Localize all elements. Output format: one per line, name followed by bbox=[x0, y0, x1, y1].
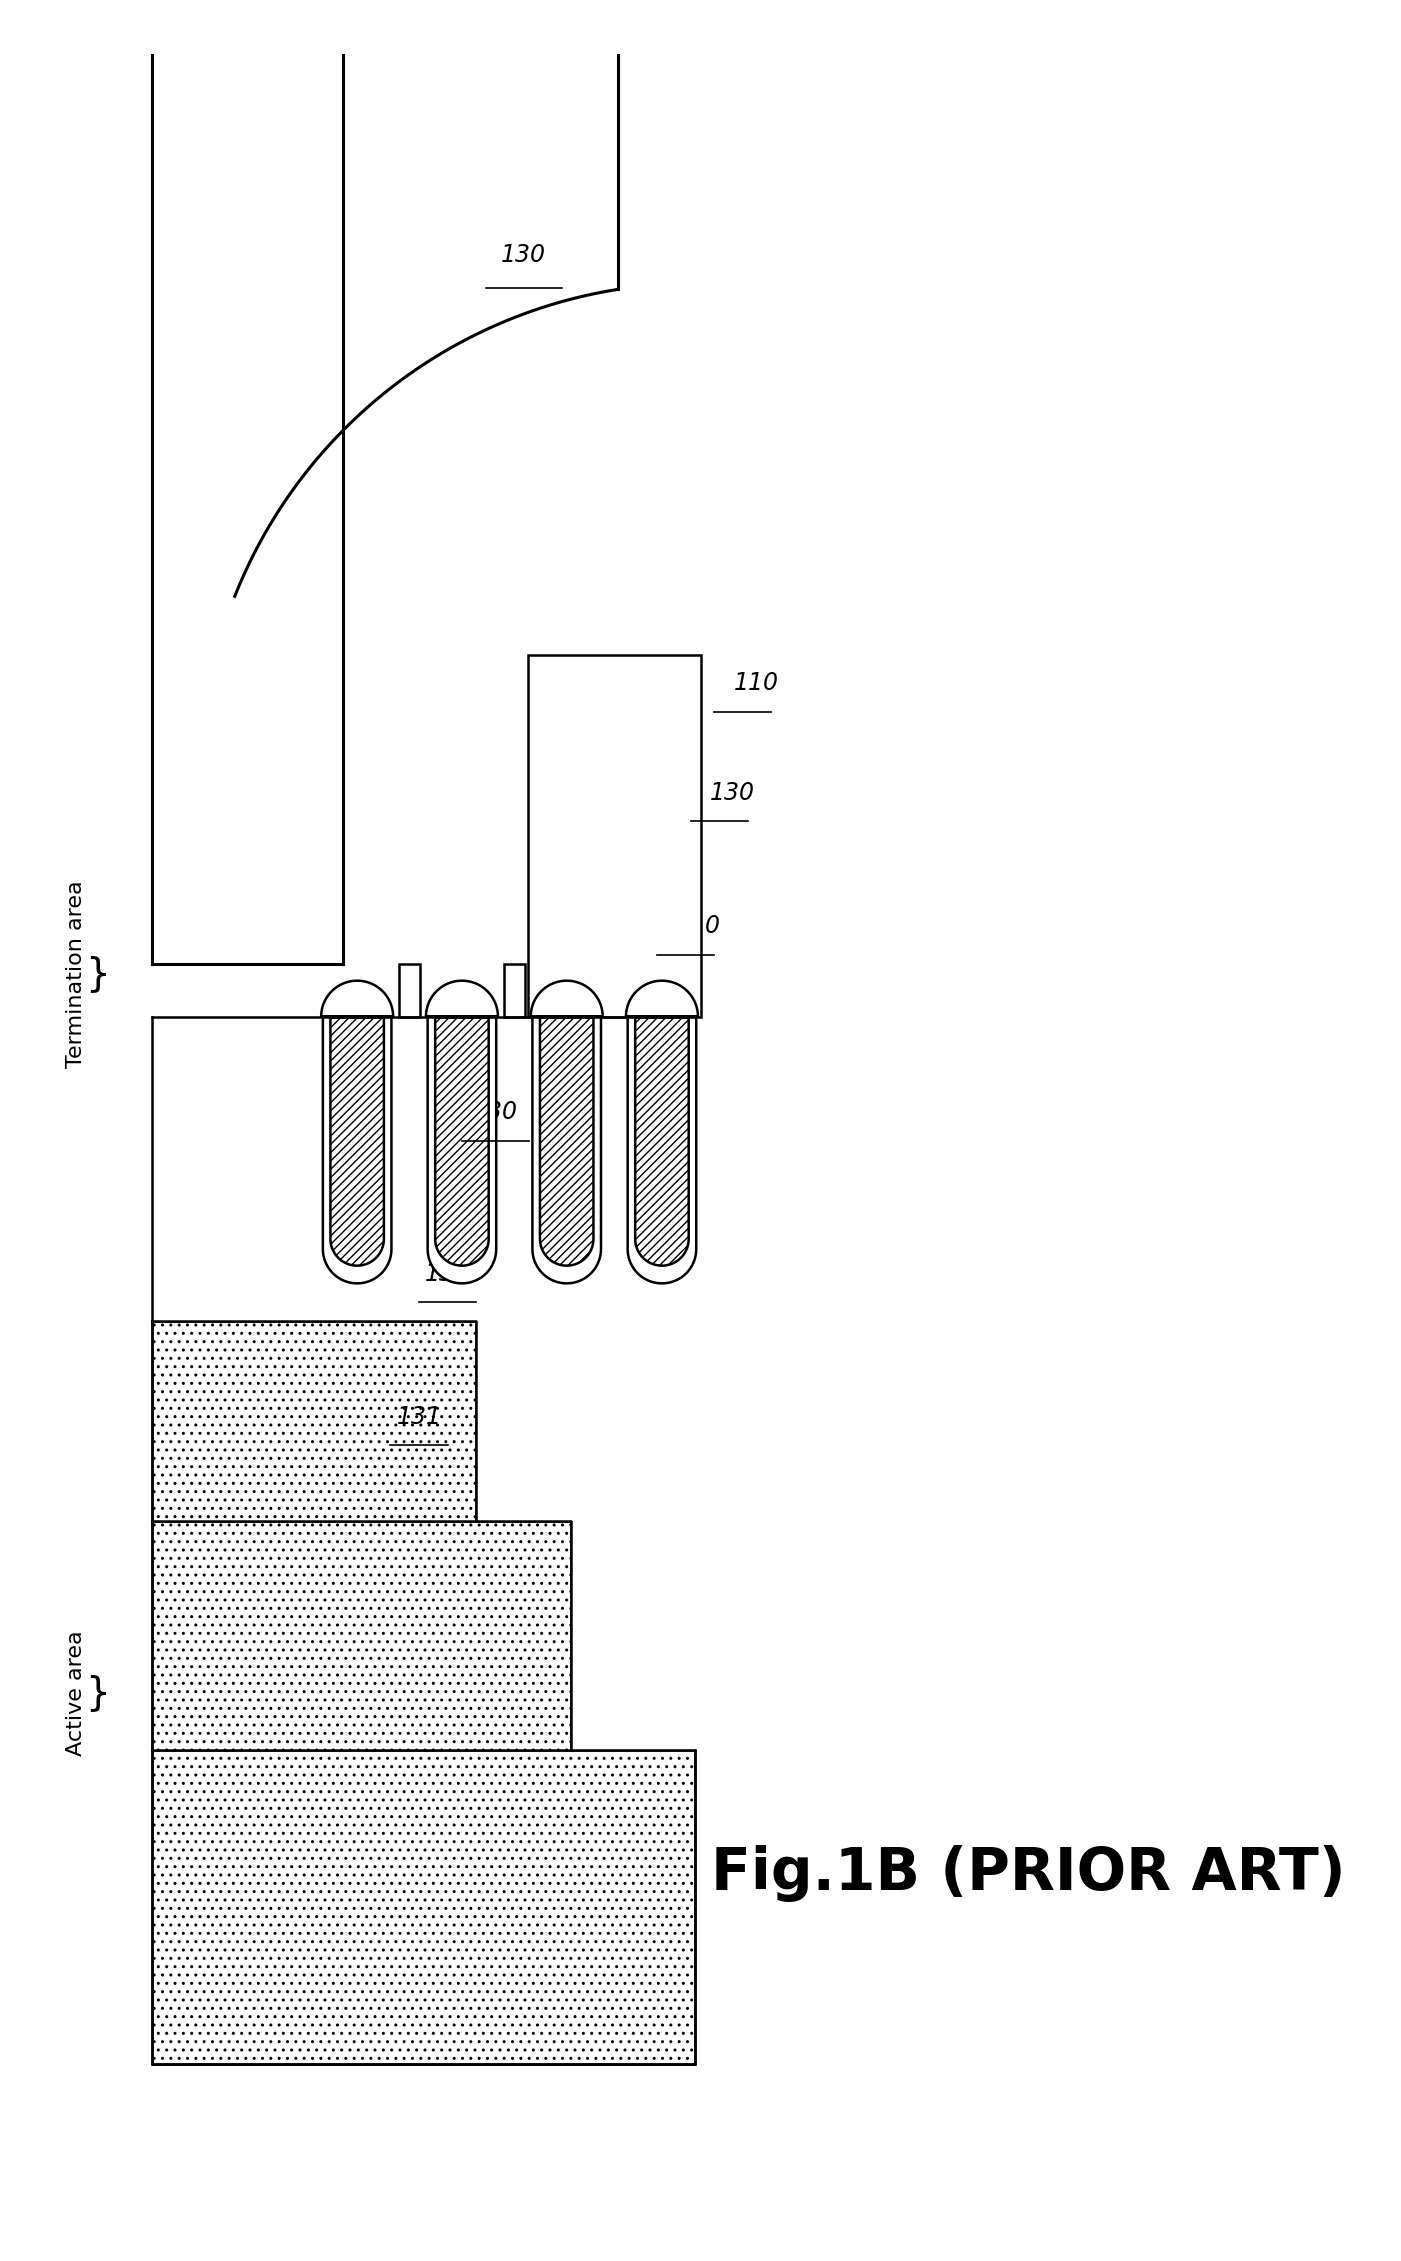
Text: 110: 110 bbox=[733, 672, 779, 696]
Polygon shape bbox=[635, 1017, 689, 1266]
Bar bbox=[399, 963, 420, 1017]
Polygon shape bbox=[331, 1017, 384, 1266]
Polygon shape bbox=[153, 1017, 695, 1750]
Text: 130: 130 bbox=[472, 1099, 518, 1124]
Polygon shape bbox=[531, 981, 602, 1017]
Text: 110: 110 bbox=[677, 913, 722, 938]
Polygon shape bbox=[153, 1320, 476, 1522]
Polygon shape bbox=[427, 1017, 496, 1284]
Text: TFd: TFd bbox=[600, 841, 637, 861]
Text: }: } bbox=[85, 1673, 109, 1712]
Text: 130: 130 bbox=[502, 242, 546, 267]
Text: 130: 130 bbox=[709, 780, 755, 805]
Text: 131: 131 bbox=[396, 1404, 441, 1429]
Text: Pd: Pd bbox=[601, 751, 628, 771]
Bar bbox=[504, 963, 525, 1017]
Text: 131: 131 bbox=[425, 1262, 471, 1287]
Polygon shape bbox=[626, 981, 698, 1017]
Text: Termination area: Termination area bbox=[66, 880, 87, 1067]
Text: Fig.1B (PRIOR ART): Fig.1B (PRIOR ART) bbox=[712, 1845, 1346, 1902]
Polygon shape bbox=[628, 1017, 696, 1284]
Polygon shape bbox=[153, 1750, 695, 2064]
Bar bbox=[528, 656, 700, 1017]
Polygon shape bbox=[539, 1017, 594, 1266]
Polygon shape bbox=[153, 1522, 572, 1750]
Polygon shape bbox=[322, 1017, 391, 1284]
Polygon shape bbox=[532, 1017, 601, 1284]
Polygon shape bbox=[436, 1017, 489, 1266]
Text: Active area: Active area bbox=[66, 1630, 87, 1757]
Polygon shape bbox=[321, 981, 394, 1017]
Polygon shape bbox=[426, 981, 497, 1017]
Text: }: } bbox=[85, 954, 109, 993]
